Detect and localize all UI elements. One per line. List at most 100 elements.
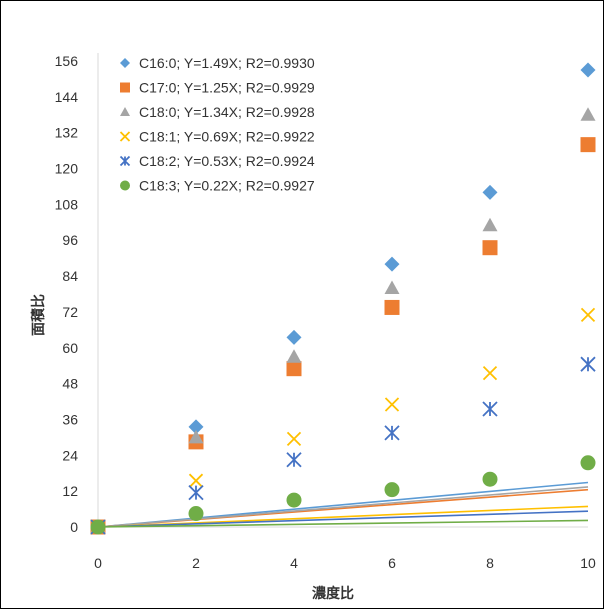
marker-shape bbox=[120, 107, 130, 116]
marker-shape bbox=[384, 425, 400, 441]
x-tick-label: 2 bbox=[192, 555, 200, 571]
trendline bbox=[97, 519, 589, 528]
legend-marker bbox=[120, 82, 130, 93]
data-point bbox=[580, 307, 596, 323]
marker-shape bbox=[188, 506, 204, 522]
y-tick-label: 120 bbox=[55, 161, 79, 177]
marker-shape bbox=[384, 482, 400, 498]
marker-shape bbox=[286, 492, 302, 508]
data-point bbox=[188, 506, 204, 522]
y-tick-label: 36 bbox=[62, 411, 78, 427]
marker-shape bbox=[580, 455, 596, 471]
data-point bbox=[286, 452, 302, 468]
data-point bbox=[188, 473, 204, 488]
marker-shape bbox=[90, 519, 106, 535]
trendline bbox=[97, 510, 589, 528]
marker-shape bbox=[482, 401, 498, 417]
marker-shape bbox=[482, 184, 498, 200]
legend-marker bbox=[120, 58, 130, 68]
data-point bbox=[482, 401, 498, 417]
marker-shape bbox=[188, 473, 204, 488]
data-point bbox=[286, 349, 302, 363]
legend-label: C18:2; Y=0.53X; R2=0.9924 bbox=[139, 153, 315, 169]
data-point bbox=[482, 366, 498, 381]
trendline bbox=[97, 486, 589, 528]
x-tick-label: 0 bbox=[94, 555, 102, 571]
x-tick-label: 6 bbox=[388, 555, 396, 571]
marker-shape bbox=[120, 180, 130, 191]
data-point bbox=[384, 299, 400, 315]
y-tick-label: 60 bbox=[62, 340, 78, 356]
marker-shape bbox=[482, 366, 498, 381]
marker-shape bbox=[482, 471, 498, 487]
y-tick-label: 84 bbox=[62, 268, 78, 284]
marker-shape bbox=[188, 429, 204, 444]
data-point bbox=[580, 455, 596, 471]
y-tick-label: 96 bbox=[62, 232, 78, 248]
data-point bbox=[384, 425, 400, 441]
y-tick-label: 132 bbox=[55, 125, 79, 141]
data-point bbox=[580, 62, 596, 78]
marker-shape bbox=[580, 62, 596, 78]
data-point bbox=[580, 356, 596, 372]
data-point bbox=[384, 280, 400, 295]
y-tick-label: 24 bbox=[62, 447, 78, 463]
marker-shape bbox=[120, 58, 130, 68]
data-point bbox=[286, 431, 302, 447]
marker-shape bbox=[188, 419, 204, 435]
marker-shape bbox=[188, 485, 204, 501]
data-point bbox=[482, 471, 498, 487]
data-point bbox=[482, 217, 498, 232]
data-point bbox=[580, 107, 596, 121]
marker-shape bbox=[119, 131, 131, 142]
marker-shape bbox=[384, 280, 400, 295]
x-tick-label: 4 bbox=[290, 555, 298, 571]
marker-shape bbox=[482, 240, 498, 256]
legend-marker bbox=[120, 180, 130, 191]
y-tick-label: 156 bbox=[55, 53, 79, 69]
data-point bbox=[384, 482, 400, 498]
y-tick-label: 72 bbox=[62, 304, 78, 320]
legend-marker bbox=[119, 155, 131, 167]
marker-shape bbox=[384, 299, 400, 315]
data-point bbox=[90, 519, 106, 535]
marker-shape bbox=[286, 452, 302, 468]
data-point bbox=[580, 137, 596, 153]
data-point bbox=[384, 256, 400, 272]
data-point bbox=[188, 485, 204, 501]
marker-shape bbox=[119, 155, 131, 167]
marker-shape bbox=[580, 307, 596, 323]
legend-marker bbox=[120, 107, 130, 116]
marker-shape bbox=[286, 431, 302, 447]
marker-shape bbox=[580, 137, 596, 153]
data-point bbox=[188, 419, 204, 435]
marker-shape bbox=[120, 82, 130, 93]
legend-label: C18:3; Y=0.22X; R2=0.9927 bbox=[139, 178, 315, 194]
y-tick-label: 12 bbox=[62, 483, 78, 499]
y-tick-label: 144 bbox=[55, 89, 79, 105]
marker-shape bbox=[384, 397, 400, 412]
data-point bbox=[482, 240, 498, 256]
y-tick-label: 0 bbox=[70, 519, 78, 535]
marker-shape bbox=[580, 107, 596, 121]
y-axis-title: 面積比 bbox=[30, 294, 47, 336]
data-point bbox=[482, 184, 498, 200]
x-axis-title: 濃度比 bbox=[312, 585, 354, 602]
marker-shape bbox=[286, 329, 302, 345]
y-tick-label: 48 bbox=[62, 376, 78, 392]
y-tick-label: 108 bbox=[55, 196, 79, 212]
data-point bbox=[286, 329, 302, 345]
legend-label: C18:0; Y=1.34X; R2=0.9928 bbox=[139, 104, 315, 120]
x-tick-label: 10 bbox=[580, 555, 596, 571]
x-tick-label: 8 bbox=[486, 555, 494, 571]
marker-shape bbox=[580, 356, 596, 372]
data-point bbox=[286, 361, 302, 377]
marker-shape bbox=[384, 256, 400, 272]
legend-label: C17:0; Y=1.25X; R2=0.9929 bbox=[139, 80, 315, 96]
marker-shape bbox=[286, 361, 302, 377]
legend-label: C16:0; Y=1.49X; R2=0.9930 bbox=[139, 55, 315, 71]
data-point bbox=[286, 492, 302, 508]
legend-label: C18:1; Y=0.69X; R2=0.9922 bbox=[139, 129, 315, 145]
